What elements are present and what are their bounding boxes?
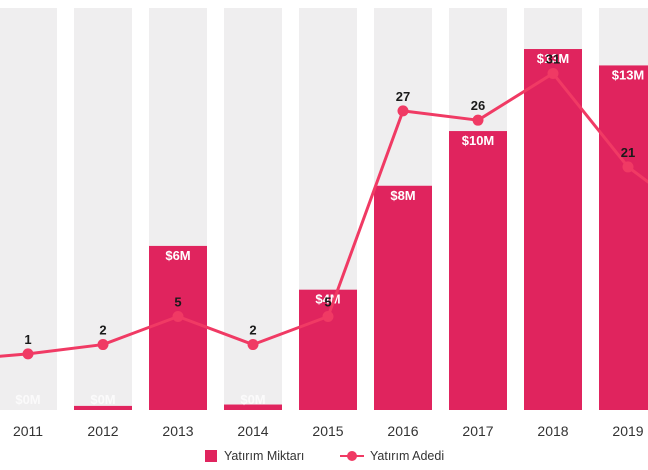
bar <box>224 404 282 410</box>
bar <box>374 185 432 410</box>
bar-value-label: $10M <box>462 133 495 148</box>
investment-count-labels: 1 2 5 2 5 27 26 31 21 <box>24 51 635 346</box>
line-point <box>172 311 184 323</box>
line-point-label: 5 <box>174 295 181 310</box>
bar <box>449 131 507 410</box>
legend-label-amount: Yatırım Miktarı <box>224 449 305 463</box>
line-point <box>472 114 484 126</box>
line-point <box>622 161 634 173</box>
legend-swatch-count <box>340 450 364 462</box>
x-axis-tick-labels: 2011 2012 2013 2014 2015 2016 2017 2018 2019 <box>13 423 644 439</box>
line-point <box>247 339 259 351</box>
investment-amount-bars <box>74 49 648 410</box>
line-point <box>22 348 34 360</box>
bar-value-label: $8M <box>390 188 415 203</box>
line-point-label: 31 <box>546 51 560 66</box>
bar <box>149 245 207 410</box>
line-point-label: 5 <box>324 295 331 310</box>
x-tick-label: 2018 <box>537 423 568 439</box>
bar <box>299 289 357 410</box>
legend-swatch-amount <box>205 450 217 462</box>
x-tick-label: 2017 <box>462 423 493 439</box>
line-point-label: 27 <box>396 89 410 104</box>
x-tick-label: 2013 <box>162 423 193 439</box>
bar-value-label: $0M <box>90 392 115 407</box>
investment-amount-labels: $0M $0M$6M$0M$4M$8M$10M$13M$13M <box>15 51 644 407</box>
line-point <box>322 311 334 323</box>
line-point <box>97 339 109 351</box>
bar <box>524 49 582 410</box>
line-point-label: 21 <box>621 145 635 160</box>
bar-value-label: $13M <box>537 51 570 66</box>
line-point <box>547 67 559 79</box>
line-point-label: 2 <box>249 323 256 338</box>
bar <box>599 65 648 410</box>
legend-item-amount[interactable]: Yatırım Miktarı <box>205 449 304 463</box>
bar-value-label: $0M <box>240 392 265 407</box>
bar <box>74 405 132 410</box>
line-point-label: 1 <box>24 332 31 347</box>
line-point-label: 2 <box>99 323 106 338</box>
investment-count-line-layer <box>0 67 648 360</box>
bar-value-label: $0M <box>15 392 40 407</box>
chart-canvas: $0M $0M$6M$0M$4M$8M$10M$13M$13M 125252726… <box>0 8 648 439</box>
legend-item-count[interactable]: Yatırım Adedi <box>340 449 444 463</box>
legend-label-count: Yatırım Adedi <box>370 449 445 463</box>
x-tick-label: 2015 <box>312 423 343 439</box>
x-tick-label: 2012 <box>87 423 118 439</box>
background-band <box>0 8 57 410</box>
chart-legend: Yatırım Miktarı Yatırım Adedi <box>0 449 648 467</box>
x-tick-label: 2014 <box>237 423 268 439</box>
line-point-label: 26 <box>471 98 485 113</box>
x-tick-label: 2019 <box>612 423 643 439</box>
bar-value-label: $6M <box>165 248 190 263</box>
x-tick-label: 2011 <box>13 423 43 439</box>
bar-value-label: $13M <box>612 67 645 82</box>
x-tick-label: 2016 <box>387 423 418 439</box>
line-point <box>397 105 409 117</box>
